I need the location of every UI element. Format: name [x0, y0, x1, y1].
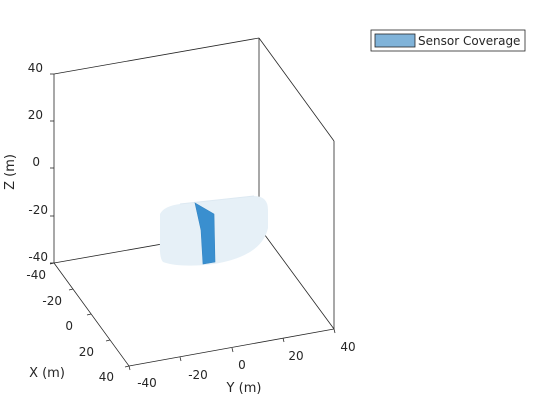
legend-swatch [374, 33, 416, 48]
coverage-volume-edge [179, 195, 255, 205]
x-axis-label: X (m) [29, 366, 65, 381]
y-tick-label: 40 [340, 340, 355, 354]
z-tick-label: 40 [28, 61, 43, 75]
x-tick-label: -40 [26, 268, 46, 282]
x-tick-label: 0 [65, 319, 73, 333]
y-tick-label: -20 [188, 368, 208, 382]
y-tick-label: -40 [137, 376, 157, 390]
x-tick-label: -20 [42, 294, 62, 308]
x-tick-label: 20 [79, 345, 94, 359]
ticks [49, 73, 336, 371]
box-edge [53, 262, 130, 367]
y-tick-label: 20 [288, 349, 303, 363]
z-tick-label: -20 [28, 203, 48, 217]
z-tick-label: 20 [28, 108, 43, 122]
z-tick-label: 0 [32, 155, 40, 169]
y-axis-label: Y (m) [226, 381, 262, 396]
box-edge [258, 37, 335, 142]
x-tick-label: 40 [99, 370, 114, 384]
legend-label: Sensor Coverage [418, 34, 520, 48]
y-tick-labels: -40 -20 0 20 40 [137, 340, 355, 390]
box-edge [53, 37, 260, 75]
y-tick-label: 0 [238, 358, 246, 372]
x-tick-labels: -40 -20 0 20 40 [26, 268, 114, 384]
z-axis-label: Z (m) [3, 154, 18, 190]
box-edge [128, 328, 335, 367]
z-tick-label: -40 [28, 250, 48, 264]
z-tick-labels: 40 20 0 -20 -40 [28, 61, 48, 264]
box-edge [258, 226, 335, 330]
axes-box [53, 37, 335, 367]
coverage-surface [194, 202, 216, 265]
legend[interactable]: Sensor Coverage [370, 29, 526, 52]
